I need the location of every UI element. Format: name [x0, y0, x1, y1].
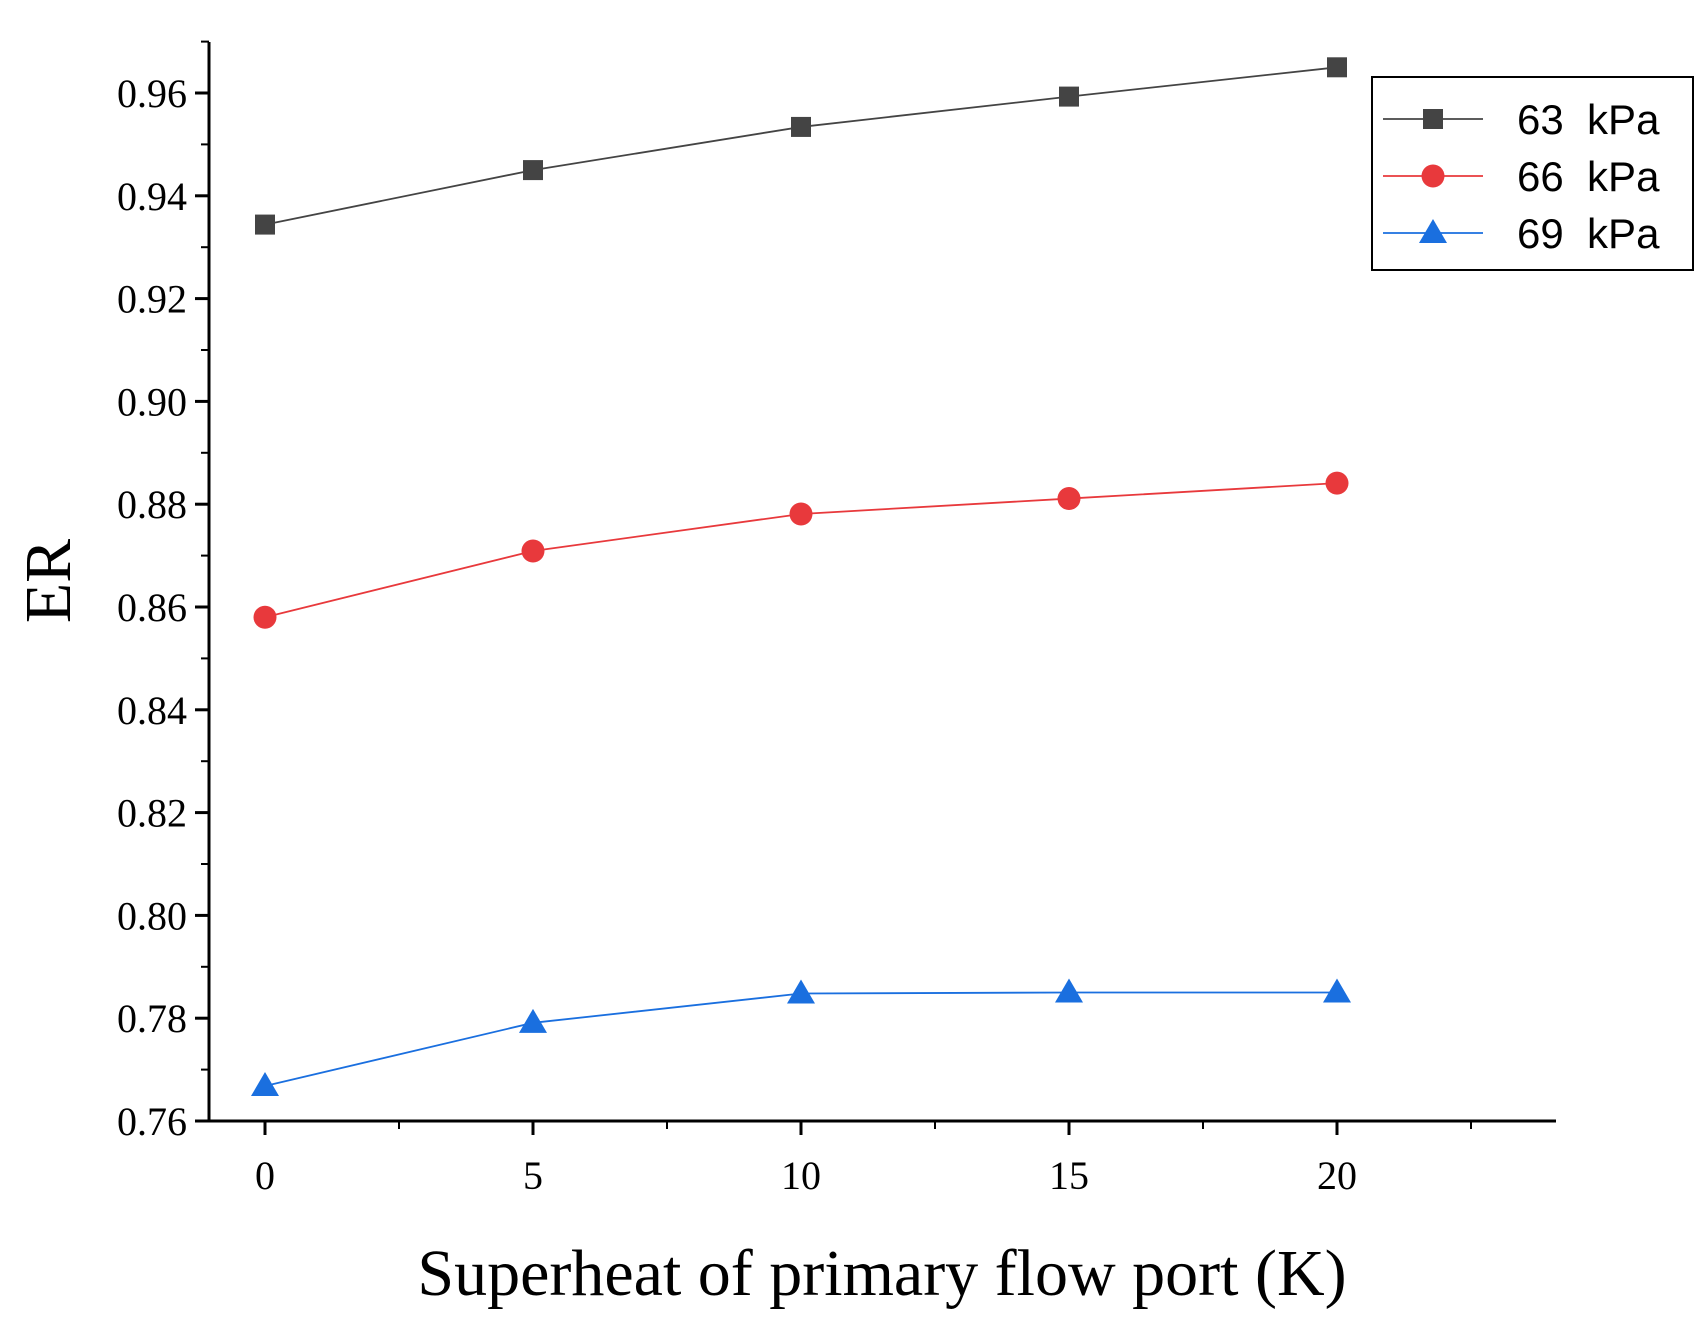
y-tick-label: 0.78 [117, 996, 187, 1041]
y-tick-label: 0.94 [117, 174, 187, 219]
data-point [1057, 487, 1081, 511]
x-axis-title: Superheat of primary flow port (K) [417, 1237, 1346, 1310]
x-tick-label: 0 [255, 1153, 275, 1198]
data-point [255, 214, 275, 235]
legend-marker [1419, 219, 1447, 243]
series-line [264, 991, 1337, 1087]
data-point [523, 160, 543, 181]
y-axis-title: ER [12, 539, 85, 623]
legend-marker [1423, 109, 1443, 129]
data-point [253, 605, 277, 629]
legend: 63 kPa 66 kPa 69 kPa [1371, 76, 1694, 271]
data-point [1325, 471, 1349, 495]
series-circle [253, 471, 1349, 629]
y-tick-label: 0.88 [117, 482, 187, 527]
series-line [264, 66, 1338, 226]
y-tick-label: 0.80 [117, 893, 187, 938]
x-tick-label: 10 [781, 1153, 821, 1198]
data-point [1059, 86, 1079, 107]
y-tick-label: 0.84 [117, 688, 187, 733]
data-point [791, 116, 811, 137]
x-ticks: 0 5 10 15 20 [255, 1121, 1472, 1198]
data-point [519, 1008, 547, 1033]
y-tick-label: 0.90 [117, 379, 187, 424]
data-point [787, 979, 815, 1004]
data-point [1055, 978, 1083, 1003]
legend-label: 69 kPa [1517, 210, 1660, 257]
y-tick-label: 0.76 [117, 1099, 187, 1144]
x-tick-label: 15 [1049, 1153, 1089, 1198]
y-tick-label: 0.82 [117, 791, 187, 836]
data-point [1323, 978, 1351, 1003]
y-tick-label: 0.92 [117, 277, 187, 322]
x-tick-label: 20 [1317, 1153, 1357, 1198]
data-point [789, 502, 813, 526]
legend-label: 66 kPa [1517, 153, 1660, 200]
data-point [251, 1072, 279, 1097]
y-tick-label: 0.96 [117, 71, 187, 116]
legend-label: 63 kPa [1517, 96, 1660, 143]
x-tick-label: 5 [523, 1153, 543, 1198]
series-square [255, 57, 1347, 235]
data-point [521, 539, 545, 563]
y-ticks: 0.76 0.78 0.80 0.82 0.84 0.86 0.88 0.90 0.92 0.94… [117, 40, 209, 1144]
legend-marker [1421, 164, 1445, 188]
y-tick-label: 0.86 [117, 585, 187, 630]
data-point [1327, 57, 1347, 78]
axes [207, 42, 1556, 1123]
series-triangle [251, 978, 1351, 1097]
series-layer [251, 57, 1351, 1097]
